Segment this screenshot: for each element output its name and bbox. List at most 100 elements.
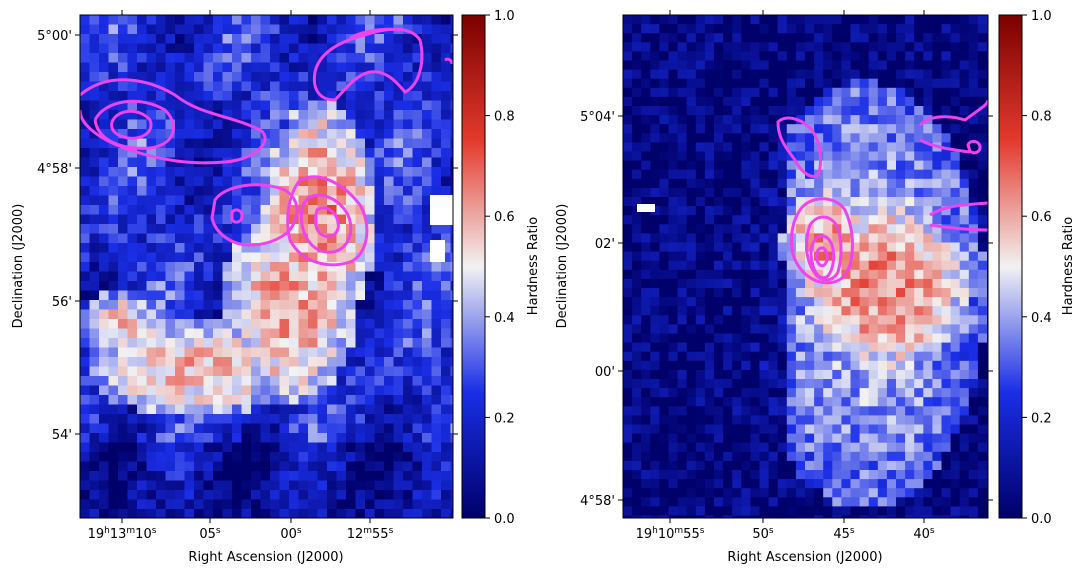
heatmap-cell (659, 96, 669, 107)
heatmap-cell (308, 34, 318, 44)
heatmap-cell (184, 243, 195, 253)
heatmap-cell (118, 300, 128, 310)
heatmap-cell (886, 51, 897, 61)
heatmap-cell (137, 129, 147, 139)
heatmap-cell (923, 69, 933, 80)
heatmap-cell (814, 297, 824, 307)
heatmap-cell (650, 278, 660, 289)
heatmap-cell (641, 506, 651, 516)
heatmap-cell (260, 271, 271, 282)
heatmap-cell (795, 433, 806, 444)
heatmap-cell (327, 414, 337, 424)
heatmap-cell (412, 148, 423, 158)
heatmap-cell (659, 260, 669, 271)
heatmap-cell (768, 60, 779, 71)
heatmap-cell (877, 442, 888, 453)
heatmap-cell (403, 366, 413, 377)
heatmap-cell (868, 60, 879, 71)
heatmap-cell (677, 33, 688, 43)
right-x-tick-label: 19h10m55s (636, 526, 705, 542)
heatmap-cell (759, 106, 770, 116)
heatmap-cell (668, 406, 679, 416)
heatmap-cell (184, 252, 195, 263)
heatmap-cell (222, 176, 233, 187)
heatmap-cell (355, 357, 366, 367)
heatmap-cell (704, 24, 715, 34)
heatmap-cell (832, 69, 842, 80)
heatmap-cell (355, 34, 366, 44)
heatmap-cell (677, 115, 688, 125)
heatmap-cell (750, 42, 760, 52)
heatmap-cell (923, 15, 933, 25)
heatmap-cell (668, 197, 679, 207)
heatmap-cell (403, 157, 413, 168)
heatmap-cell (932, 433, 942, 444)
heatmap-cell (750, 78, 760, 89)
heatmap-cell (959, 96, 970, 107)
heatmap-cell (723, 124, 733, 134)
heatmap-cell (850, 242, 861, 253)
heatmap-cell (750, 96, 760, 107)
heatmap-cell (723, 160, 733, 171)
heatmap-cell (422, 138, 432, 149)
heatmap-cell (896, 315, 906, 325)
heatmap-cell (786, 460, 797, 471)
heatmap-cell (89, 205, 100, 215)
heatmap-cell (270, 414, 280, 424)
heatmap-cell (750, 15, 760, 25)
heatmap-cell (932, 451, 942, 462)
heatmap-cell (823, 515, 833, 518)
heatmap-cell (336, 300, 347, 310)
heatmap-cell (723, 133, 733, 143)
heatmap-cell (393, 499, 404, 510)
heatmap-cell (336, 328, 347, 339)
heatmap-cell (298, 442, 309, 453)
heatmap-cell (768, 33, 779, 43)
heatmap-cell (365, 300, 375, 310)
heatmap-cell (441, 442, 451, 453)
heatmap-cell (768, 160, 779, 171)
heatmap-cell (127, 262, 138, 272)
heatmap-cell (165, 252, 176, 263)
heatmap-cell (896, 433, 906, 444)
heatmap-cell (222, 461, 233, 472)
heatmap-cell (108, 195, 119, 206)
heatmap-cell (723, 397, 733, 407)
heatmap-cell (450, 309, 453, 320)
heatmap-cell (850, 251, 861, 262)
heatmap-cell (795, 451, 806, 462)
heatmap-cell (723, 488, 733, 498)
heatmap-cell (832, 442, 842, 453)
heatmap-cell (877, 142, 888, 152)
heatmap-cell (365, 72, 375, 82)
heatmap-cell (950, 369, 961, 380)
heatmap-cell (260, 148, 271, 158)
heatmap-cell (289, 205, 299, 215)
heatmap-cell (374, 205, 385, 215)
heatmap-cell (941, 497, 952, 507)
heatmap-cell (251, 290, 261, 301)
heatmap-cell (232, 176, 242, 187)
heatmap-cell (732, 360, 742, 371)
heatmap-cell (308, 281, 318, 291)
heatmap-cell (232, 480, 242, 491)
heatmap-cell (732, 96, 742, 107)
heatmap-cell (251, 100, 261, 111)
heatmap-cell (805, 415, 815, 425)
heatmap-cell (714, 278, 724, 289)
heatmap-cell (412, 357, 423, 367)
heatmap-cell (723, 460, 733, 471)
heatmap-cell (932, 397, 942, 407)
heatmap-cell (941, 369, 952, 380)
heatmap-cell (623, 315, 633, 325)
heatmap-cell (317, 243, 328, 253)
heatmap-cell (441, 319, 451, 329)
heatmap-cell (431, 309, 442, 320)
heatmap-cell (374, 176, 385, 187)
heatmap-cell (298, 81, 309, 92)
heatmap-cell (759, 87, 770, 98)
heatmap-cell (156, 499, 166, 510)
heatmap-cell (659, 288, 669, 298)
heatmap-cell (823, 379, 833, 389)
heatmap-cell (289, 338, 299, 348)
